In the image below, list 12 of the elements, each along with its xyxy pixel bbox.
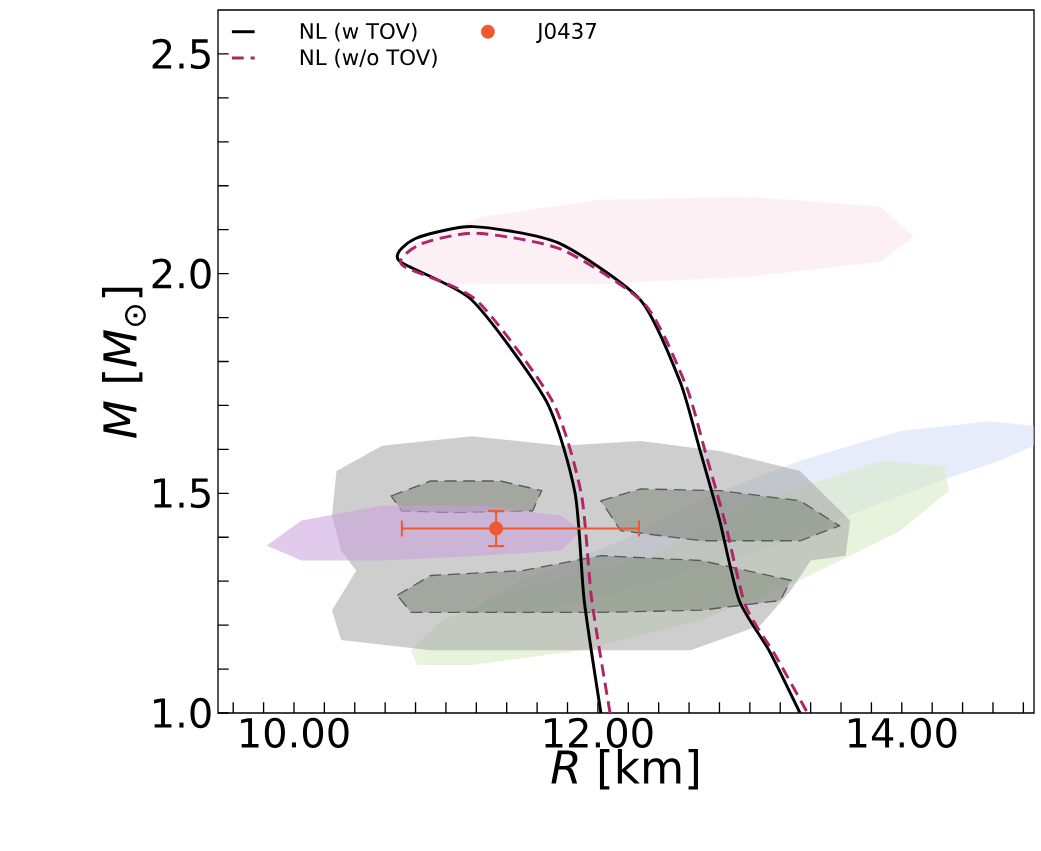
x-tick-label: 12.00 (545, 717, 653, 748)
legend-label: NL (w/o TOV) (300, 48, 437, 68)
y-tick-label: 2.0 (152, 258, 211, 289)
y-tick-label: 1.5 (154, 478, 210, 509)
y-axis-title: M [M$_{⊙}$] (102, 287, 146, 438)
legend-label: NL (w TOV) (300, 22, 417, 42)
x-axis-title: R [km] (551, 749, 698, 790)
x-tick-label: 10.00 (241, 717, 349, 748)
x-tick-label: 14.00 (848, 717, 957, 748)
y-tick-label: 2.5 (152, 38, 210, 70)
y-tick-label: 1.0 (154, 697, 211, 729)
legend-label: J0437 (536, 22, 596, 43)
